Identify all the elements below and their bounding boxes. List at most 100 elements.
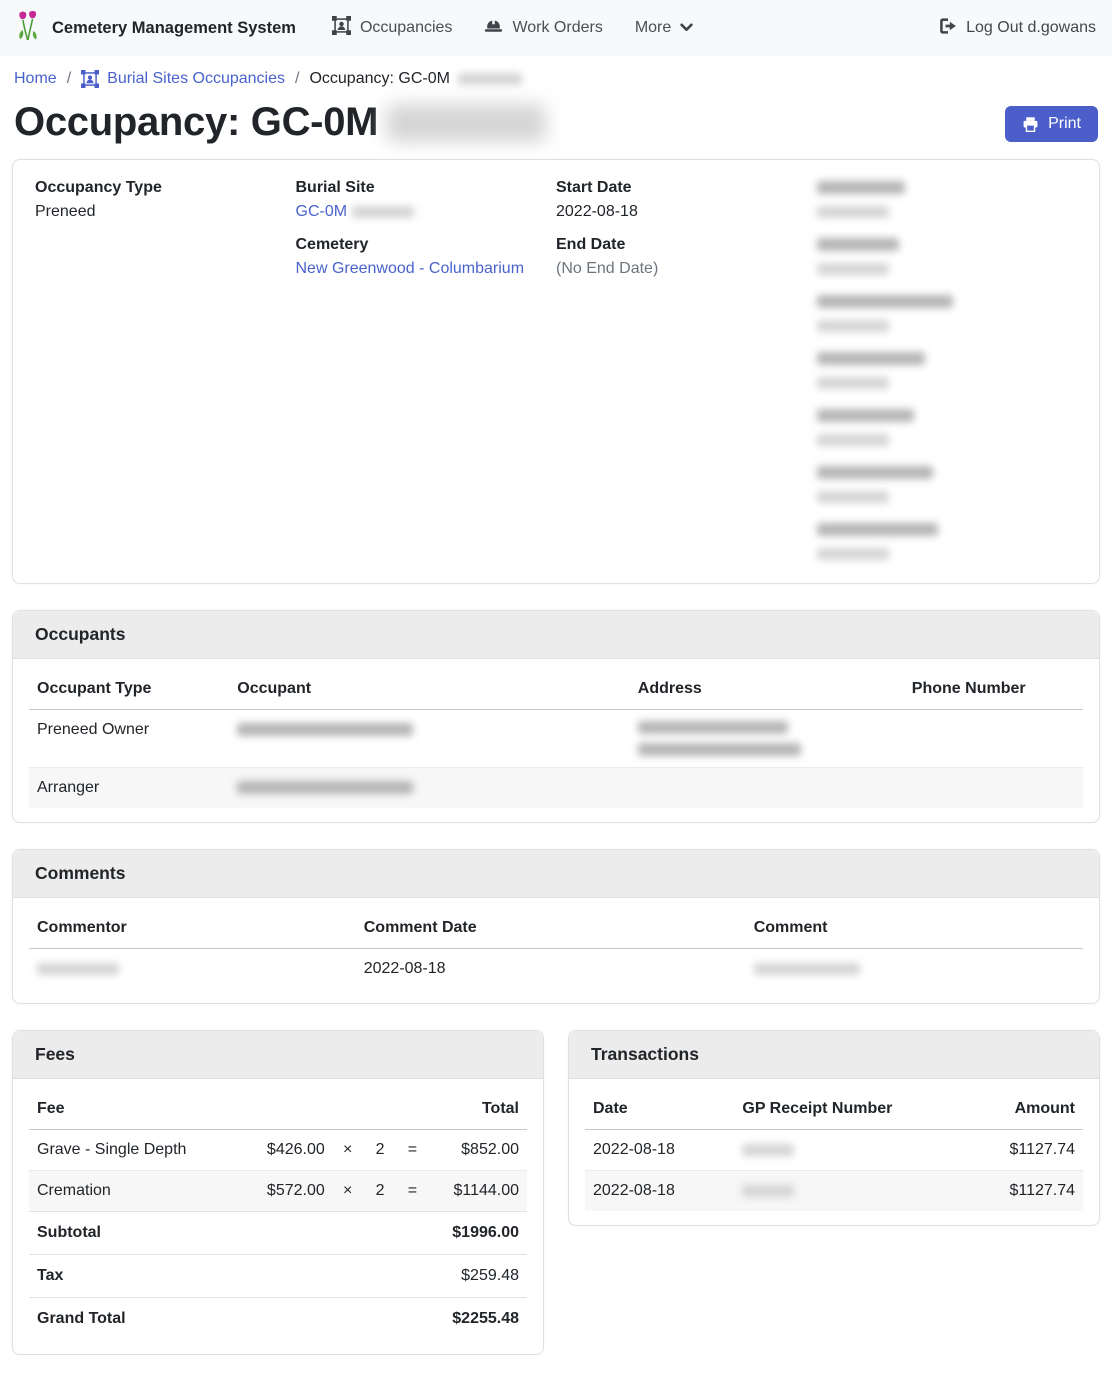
breadcrumb-home-link[interactable]: Home [14, 70, 57, 88]
transactions-header-amount: Amount [963, 1089, 1083, 1130]
fee-qty-cell: 2 [362, 1129, 398, 1171]
grand-total-label: Grand Total [29, 1297, 428, 1340]
redacted-field-label [816, 238, 899, 252]
fees-card-title: Fees [13, 1031, 543, 1079]
redacted-title-text [386, 103, 547, 142]
end-date-value: (No End Date) [556, 260, 659, 277]
occupant-address-cell [630, 768, 904, 809]
transactions-card-title: Transactions [569, 1031, 1099, 1079]
details-col-1: Occupancy Type Preneed [35, 176, 296, 575]
breadcrumb-current: Occupancy: GC-0M [309, 70, 522, 88]
redacted-field-value [816, 490, 889, 503]
cemetery-link-text: New Greenwood - Columbarium [295, 260, 525, 277]
burial-site-link[interactable]: GC-0M [296, 203, 352, 220]
fee-qty-cell: 2 [375, 1182, 385, 1199]
cemetery-label: Cemetery [295, 236, 369, 253]
fee-equals-cell: = [407, 1182, 418, 1199]
transaction-receipt-cell [734, 1129, 964, 1171]
subtotal-label: Subtotal [29, 1211, 428, 1255]
occupancy-frame-icon [331, 16, 351, 40]
fee-equals-cell: = [397, 1129, 428, 1171]
details-col-2: Burial Site GC-0M Cemetery New Greenwood… [296, 176, 557, 575]
redacted-commentor [37, 962, 119, 975]
tax-row: Tax $259.48 [29, 1254, 527, 1298]
breadcrumb-occupancies-label: Burial Sites Occupancies [107, 70, 285, 87]
table-row: 2022-08-18 [29, 949, 1083, 990]
app-title: Cemetery Management System [52, 18, 296, 37]
transactions-table: Date GP Receipt Number Amount 2022-08-18… [585, 1089, 1083, 1211]
redacted-field-label [816, 181, 905, 195]
transaction-date-cell: 2022-08-18 [585, 1129, 735, 1171]
fee-multiply-cell: × [332, 1129, 363, 1171]
occupancy-frame-icon [81, 70, 100, 88]
occupancy-type-value: Preneed [35, 203, 96, 220]
occupant-name-cell [229, 768, 630, 809]
burial-site-label: Burial Site [295, 179, 375, 196]
redacted-field-label [816, 409, 914, 423]
fees-header-fee: Fee [29, 1089, 249, 1130]
redacted-receipt-number [742, 1184, 795, 1197]
cemetery-link[interactable]: New Greenwood - Columbarium [296, 260, 525, 277]
occupants-card: Occupants Occupant Type Occupant Address… [12, 610, 1100, 823]
occupants-header-occupant: Occupant [229, 669, 630, 710]
fee-price-cell: $572.00 [266, 1182, 325, 1199]
app-brand[interactable]: Cemetery Management System [16, 10, 296, 46]
occupants-header-phone: Phone Number [903, 669, 1083, 710]
top-navbar: Cemetery Management System Occupancies W… [0, 0, 1112, 56]
table-row: Preneed Owner [29, 709, 1083, 768]
occupants-table: Occupant Type Occupant Address Phone Num… [29, 669, 1083, 808]
breadcrumb: Home / Burial Sites Occupancies / Occupa… [0, 56, 1112, 98]
occupant-phone-cell [903, 709, 1083, 768]
table-row: 2022-08-18 $1127.74 [585, 1170, 1083, 1212]
breadcrumb-current-label: Occupancy: GC-0M [309, 70, 450, 87]
chevron-down-icon [680, 19, 693, 37]
nav-more-label: More [634, 19, 672, 36]
start-date-label: Start Date [556, 179, 632, 196]
page-header: Occupancy: GC-0M Print [0, 98, 1112, 157]
redacted-field-label [816, 352, 925, 366]
sign-out-icon [939, 17, 957, 39]
logout-button[interactable]: Log Out d.gowans [939, 17, 1096, 39]
hard-hat-icon [484, 18, 503, 38]
subtotal-value: $1996.00 [427, 1211, 527, 1255]
redacted-field-value [816, 376, 889, 389]
transaction-amount-cell: $1127.74 [963, 1129, 1083, 1171]
occupancy-type-label: Occupancy Type [35, 179, 162, 196]
grand-total-value: $2255.48 [427, 1297, 527, 1340]
details-grid: Occupancy Type Preneed Burial Site GC-0M… [13, 160, 1099, 583]
nav-occupancies[interactable]: Occupancies [331, 16, 452, 40]
page-title-text: Occupancy: GC-0M [14, 100, 379, 144]
breadcrumb-separator: / [66, 70, 72, 87]
transactions-header-date: Date [585, 1089, 735, 1130]
transactions-card: Transactions Date GP Receipt Number Amou… [568, 1030, 1100, 1226]
bottom-section: Fees Fee Total Grave - Single D [12, 1030, 1100, 1355]
breadcrumb-occupancies-link[interactable]: Burial Sites Occupancies [81, 70, 285, 88]
tax-value: $259.48 [427, 1254, 527, 1298]
occupants-header-address: Address [629, 669, 904, 710]
comments-card-title: Comments [13, 850, 1099, 898]
fee-name-cell: Cremation [37, 1182, 111, 1199]
comment-date-cell: 2022-08-18 [363, 960, 446, 977]
redacted-field-value [816, 319, 889, 332]
commentor-cell [29, 949, 356, 990]
burial-site-link-text: GC-0M [295, 203, 348, 220]
comments-header-commentor: Commentor [29, 908, 356, 949]
details-col-3: Start Date 2022-08-18 End Date (No End D… [556, 176, 817, 575]
fees-header-spacer [248, 1089, 333, 1130]
redacted-field-label [816, 523, 938, 537]
print-button[interactable]: Print [1005, 106, 1098, 142]
nav-more[interactable]: More [635, 19, 693, 37]
occupant-phone-cell [904, 768, 1083, 809]
table-row: 2022-08-18 $1127.74 [585, 1129, 1083, 1171]
nav-work-orders[interactable]: Work Orders [484, 18, 603, 38]
print-button-label: Print [1048, 115, 1081, 132]
comments-card: Comments Commentor Comment Date Comment … [12, 849, 1100, 1004]
occupant-name-cell [229, 709, 630, 768]
comments-header-date: Comment Date [355, 908, 746, 949]
breadcrumb-separator: / [295, 70, 300, 87]
comments-header-comment: Comment [745, 908, 1083, 949]
transaction-receipt-cell [734, 1171, 963, 1212]
redacted-comment [753, 962, 860, 975]
comment-cell [746, 949, 1083, 990]
fee-name-cell: Grave - Single Depth [29, 1129, 249, 1171]
